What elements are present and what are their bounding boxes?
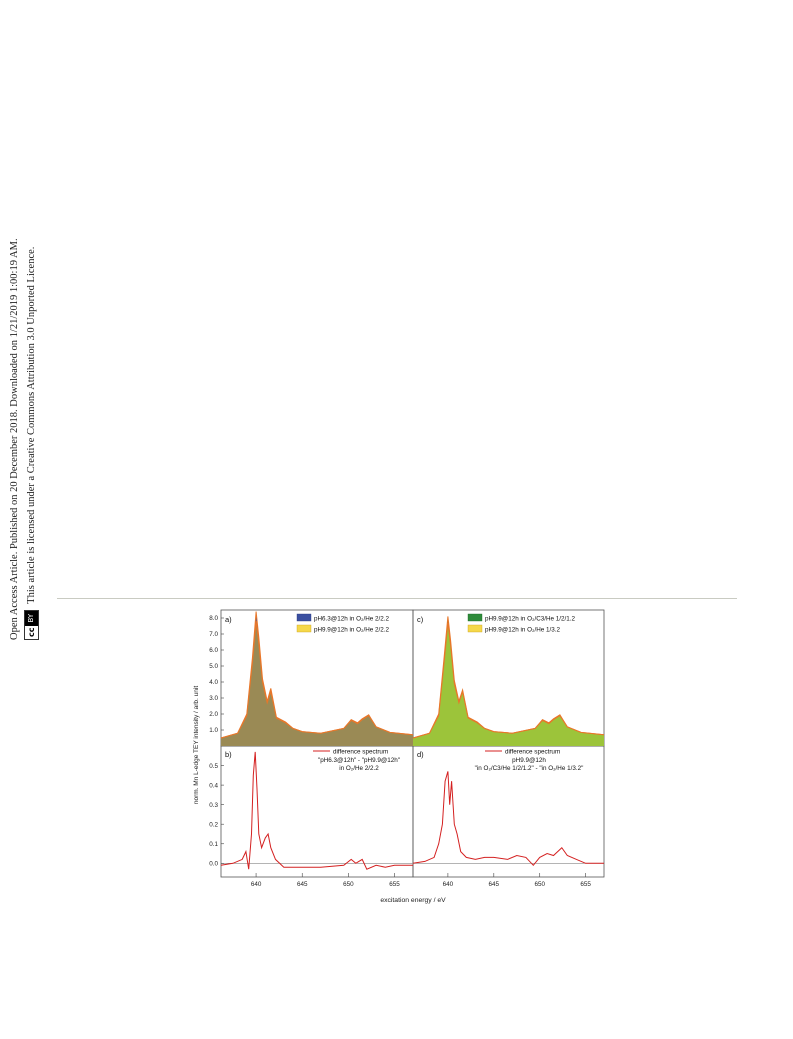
license-sidebar: Open Access Article. Published on 20 Dec…: [0, 0, 60, 700]
ytick-label-top: 3.0: [209, 695, 218, 702]
cc-by-badge[interactable]: cc BY: [24, 609, 39, 640]
legend-a-series2: pH9.9@12h in O₂/He 2/2.2: [314, 627, 389, 634]
xtick-label: 645: [489, 881, 500, 888]
legend-d-line2: "in O₂/C3/He 1/2/1.2" - "in O₂/He 1/3.2": [475, 765, 584, 772]
xtick-label: 655: [580, 881, 591, 888]
panel-c-area-2: [413, 622, 604, 746]
xtick-label: 650: [534, 881, 545, 888]
xtick-label: 640: [443, 881, 454, 888]
panel-d-diff-line: [412, 771, 604, 867]
panel-c-edge-2: [412, 622, 605, 739]
legend-swatch-blue: [296, 613, 312, 622]
xtick-label: 640: [251, 881, 262, 888]
license-notice[interactable]: This article is licensed under a Creativ…: [26, 246, 37, 604]
x-axis-title: excitation energy / eV: [380, 897, 446, 904]
ytick-label-bottom: 0.4: [209, 782, 218, 789]
figure-xas-spectra: 1.0 2.0 3.0 4.0 5.0 6.0 7.0 8.0 0.0 0.1 0.2 0.3 0.4 0…: [185, 605, 615, 910]
cc-icon: cc: [25, 625, 38, 639]
panel-a-area-2: [221, 621, 413, 746]
ytick-label-top: 8.0: [209, 615, 218, 622]
panel-c-plot: [412, 616, 605, 746]
y-axis-title: norm. Mn L-edge TEY intensity / arb. uni…: [193, 686, 200, 804]
panel-a-edge-2: [220, 621, 414, 739]
ytick-label-bottom: 0.1: [209, 841, 218, 848]
panel-b-label: b): [225, 750, 232, 759]
legend-b-line2: in O₂/He 2/2.2: [339, 765, 379, 772]
legend-c-series1: pH9.9@12h in O₂/C3/He 1/2/1.2: [485, 616, 576, 623]
panel-a-plot: [220, 611, 414, 746]
ytick-label-top: 6.0: [209, 647, 218, 654]
xtick-label: 645: [297, 881, 308, 888]
by-icon: BY: [25, 610, 38, 626]
xtick-label: 650: [343, 881, 354, 888]
panel-d-plot: [412, 771, 604, 867]
legend-d-series: difference spectrum: [505, 749, 560, 756]
legend-swatch-yellow-c: [467, 624, 483, 633]
ytick-label-top: 7.0: [209, 631, 218, 638]
panel-c-label: c): [417, 615, 424, 624]
legend-a-series1: pH6.3@12h in O₂/He 2/2.2: [314, 616, 389, 623]
panel-b-plot: [220, 751, 413, 870]
legend-swatch-yellow: [296, 624, 312, 633]
figure-svg: 1.0 2.0 3.0 4.0 5.0 6.0 7.0 8.0 0.0 0.1 0.2 0.3 0.4 0…: [193, 609, 605, 904]
ytick-label-bottom: 0.3: [209, 802, 218, 809]
license-text-block: Open Access Article. Published on 20 Dec…: [8, 160, 52, 640]
xtick-label: 655: [389, 881, 400, 888]
panel-a-label: a): [225, 615, 232, 624]
legend-c-series2: pH9.9@12h in O₂/He 1/3.2: [485, 627, 560, 634]
legend-b-series: difference spectrum: [333, 749, 388, 756]
panel-b-diff-line: [220, 751, 413, 870]
ytick-label-bottom: 0.2: [209, 821, 218, 828]
ytick-label-bottom: 0.5: [209, 763, 218, 770]
ytick-label-top: 4.0: [209, 679, 218, 686]
ytick-label-top: 2.0: [209, 711, 218, 718]
legend-swatch-green: [467, 613, 483, 622]
ytick-label-top: 1.0: [209, 727, 218, 734]
ytick-label-bottom: 0.0: [209, 861, 218, 868]
legend-b-line1: "pH6.3@12h" - "pH9.9@12h": [318, 757, 400, 764]
publication-notice: Open Access Article. Published on 20 Dec…: [9, 238, 20, 640]
ytick-label-top: 5.0: [209, 663, 218, 670]
page-divider: [57, 598, 737, 599]
panel-d-label: d): [417, 750, 424, 759]
axes-ticks: 1.0 2.0 3.0 4.0 5.0 6.0 7.0 8.0 0.0 0.1 0.2 0.3 0.4 0…: [209, 615, 591, 888]
legend-d-line1: pH9.9@12h: [512, 757, 546, 764]
